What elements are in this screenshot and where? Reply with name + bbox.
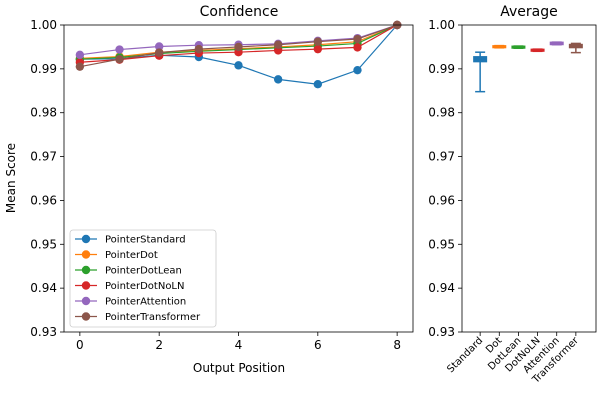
y-tick-label: 0.93 [428,325,455,339]
data-point [154,42,164,51]
x-tick-label: 4 [235,338,243,352]
box-Attention [549,41,564,46]
data-point [194,44,204,54]
legend-label: PointerDotNoLN [105,281,184,292]
legend-item: PointerDotLean [75,266,182,277]
data-point [353,65,362,75]
legend-marker [81,296,91,306]
y-tick-label: 0.98 [30,106,57,120]
confidence-xlabel: Output Position [193,361,285,375]
legend-marker [81,250,91,259]
legend-label: PointerAttention [105,297,186,308]
y-tick-label: 0.95 [428,237,455,251]
average-title: Average [500,4,558,20]
confidence-y-ticks: 0.93 0.94 0.95 0.96 0.97 0.98 0.99 1.00 [30,18,64,339]
confidence-series [75,20,402,89]
x-tick-label: 2 [155,338,163,352]
data-point [353,43,362,52]
series-PointerTransformer [75,20,402,71]
legend-item: PointerDotNoLN [75,281,184,292]
box-Dot [492,44,507,49]
data-point [115,55,124,64]
box-DotLean [511,45,526,49]
data-point [75,62,85,71]
y-tick-label: 0.93 [30,325,57,339]
y-tick-label: 0.95 [30,237,57,251]
box-Transformer [568,42,583,54]
legend-label: PointerDotLean [105,266,182,277]
confidence-plot-frame [63,24,414,333]
data-point [313,44,323,54]
data-point [273,40,283,49]
data-point [273,75,283,84]
legend-item: PointerStandard [75,235,186,246]
legend-marker [81,234,91,244]
x-tick-label: 0 [76,338,84,352]
data-point [154,48,164,57]
data-point [75,50,85,60]
data-point [353,34,362,44]
box-DotNoLN [530,48,545,53]
y-tick-label: 0.97 [428,150,455,164]
legend-item: PointerTransformer [75,312,201,323]
data-point [234,42,243,52]
data-point [115,45,124,54]
legend-marker [81,265,91,275]
average-boxes [473,41,583,93]
data-point [313,80,323,89]
data-point [313,37,323,46]
legend-label: PointerStandard [105,235,186,246]
x-tick-label: 6 [314,338,322,352]
y-tick-label: 1.00 [428,18,455,32]
confidence-ylabel: Mean Score [4,143,18,213]
legend-marker [81,281,91,290]
y-tick-label: 0.98 [428,106,455,120]
y-tick-label: 0.96 [30,193,57,207]
box-Standard [473,51,488,93]
legend-label: PointerTransformer [105,312,201,323]
average-y-ticks: 0.93 0.94 0.95 0.96 0.97 0.98 0.99 1.00 [428,18,462,339]
x-tick-label: 8 [393,338,401,352]
y-tick-label: 0.94 [30,281,57,295]
y-tick-label: 0.99 [428,62,455,76]
average-plot-frame [461,24,597,333]
data-point [234,61,243,70]
y-tick-label: 0.97 [30,150,57,164]
confidence-title: Confidence [200,4,279,20]
legend-item: PointerAttention [75,297,186,308]
legend-label: PointerDot [105,250,158,261]
y-tick-label: 0.94 [428,281,455,295]
y-tick-label: 1.00 [30,18,57,32]
confidence-legend: PointerStandard PointerDot PointerDotLean P… [69,229,217,328]
legend-box [69,229,217,328]
legend-item: PointerDot [75,250,158,261]
y-tick-label: 0.99 [30,62,57,76]
legend-marker [81,312,91,321]
confidence-panel: Confidence Output Position Mean Score 0.… [4,4,414,375]
y-tick-label: 0.96 [428,193,455,207]
confidence-x-ticks: 0 2 4 6 8 [76,332,401,352]
